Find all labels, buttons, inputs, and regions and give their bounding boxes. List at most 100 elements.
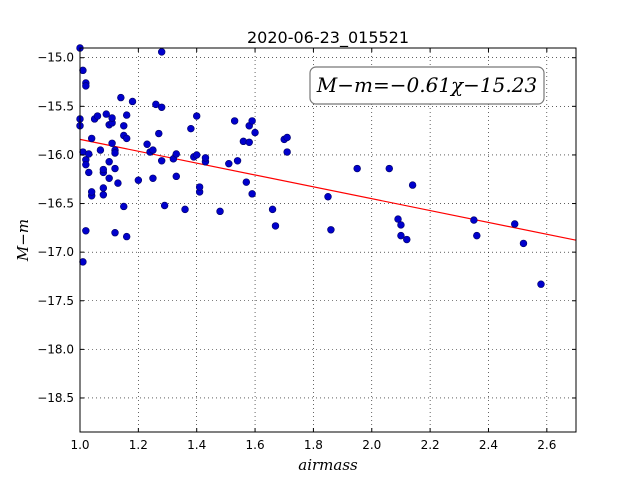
fit-line-group (79, 138, 577, 241)
data-point (157, 48, 166, 56)
data-point (99, 165, 108, 174)
data-point (82, 160, 90, 169)
axis-ticks: 1.0 1.2 1.4 1.6 1.8 2.0 2.2 2.4 2.6 −15.0 −15.5 −16… (37, 48, 576, 452)
data-point (87, 188, 96, 196)
data-point (122, 232, 131, 241)
data-point (122, 111, 131, 119)
chart-title: 2020-06-23_015521 (247, 28, 409, 48)
data-point (283, 148, 291, 156)
plot-frame (79, 47, 577, 433)
data-point (327, 226, 335, 234)
data-point (122, 134, 131, 143)
data-point (82, 82, 90, 90)
data-point (111, 149, 119, 157)
data-point (271, 222, 280, 230)
data-point (99, 191, 108, 199)
data-point (85, 168, 93, 177)
y-tick-label: −16.5 (37, 197, 74, 211)
data-point (397, 231, 405, 240)
data-point (394, 215, 402, 223)
data-point (134, 176, 143, 184)
data-point (143, 140, 151, 148)
data-point (201, 154, 210, 162)
grid-lines (79, 48, 576, 432)
data-point (149, 174, 157, 182)
data-point (470, 216, 478, 224)
x-tick-label: 2.2 (421, 438, 440, 452)
y-tick-label: −18.0 (37, 342, 74, 356)
y-tick-label: −17.0 (37, 245, 74, 259)
data-point (79, 66, 87, 75)
data-point (128, 97, 137, 106)
data-point (283, 133, 291, 142)
data-point (181, 205, 189, 214)
data-point (93, 112, 102, 120)
x-tick-label: 1.8 (304, 438, 323, 452)
data-point (187, 124, 195, 133)
x-tick-label: 2.6 (537, 438, 556, 452)
data-point (537, 280, 545, 288)
x-tick-label: 2.4 (479, 438, 498, 452)
data-point (216, 207, 224, 216)
data-point (149, 146, 157, 154)
data-point (96, 146, 105, 154)
annotation-text: M−m=−0.61χ−15.23 (316, 73, 537, 97)
data-point (233, 157, 242, 165)
x-tick-label: 2.0 (362, 438, 381, 452)
data-point (105, 174, 113, 182)
data-point (385, 164, 393, 173)
data-point (193, 112, 201, 120)
data-point (193, 151, 201, 159)
x-tick-label: 1.4 (187, 438, 206, 452)
data-point (268, 205, 277, 214)
y-tick-label: −15.5 (37, 99, 74, 113)
data-point (230, 117, 239, 125)
y-tick-label: −18.5 (37, 391, 74, 405)
y-axis-label: M−m (14, 219, 32, 262)
y-tick-label: −15.0 (37, 51, 74, 65)
y-tick-label: −17.5 (37, 294, 74, 308)
x-tick-label: 1.0 (70, 438, 89, 452)
data-point (152, 100, 160, 109)
data-point (408, 181, 417, 189)
data-point (160, 201, 169, 210)
x-axis-label: airmass (298, 456, 358, 474)
data-point (397, 221, 405, 229)
data-point (157, 157, 166, 165)
data-point (155, 129, 163, 138)
data-point (473, 231, 481, 240)
data-point (114, 179, 122, 187)
x-tick-label: 1.2 (129, 438, 148, 452)
data-point (108, 114, 116, 122)
data-point (519, 239, 528, 248)
data-point (195, 183, 204, 191)
data-point (245, 138, 253, 146)
data-point (105, 158, 113, 166)
data-point (102, 110, 110, 118)
data-point (99, 184, 108, 192)
data-point (111, 229, 119, 237)
data-point (85, 150, 93, 158)
data-point (353, 164, 361, 173)
data-point (172, 150, 180, 158)
data-point (87, 134, 96, 143)
data-point (324, 193, 332, 201)
data-point (120, 202, 128, 211)
data-point (117, 93, 125, 102)
data-point (82, 227, 90, 235)
data-points (76, 44, 545, 288)
fit-annotation: M−m=−0.61χ−15.23 (309, 66, 545, 105)
data-point (111, 164, 119, 173)
data-point (120, 122, 128, 130)
data-point (225, 159, 233, 168)
data-point (242, 178, 251, 186)
data-point (251, 128, 259, 137)
data-point (403, 235, 411, 244)
data-point (248, 190, 256, 198)
data-point (108, 139, 116, 147)
data-point (157, 103, 166, 112)
x-tick-label: 1.6 (246, 438, 265, 452)
data-point (248, 117, 256, 125)
y-tick-label: −16.0 (37, 148, 74, 162)
